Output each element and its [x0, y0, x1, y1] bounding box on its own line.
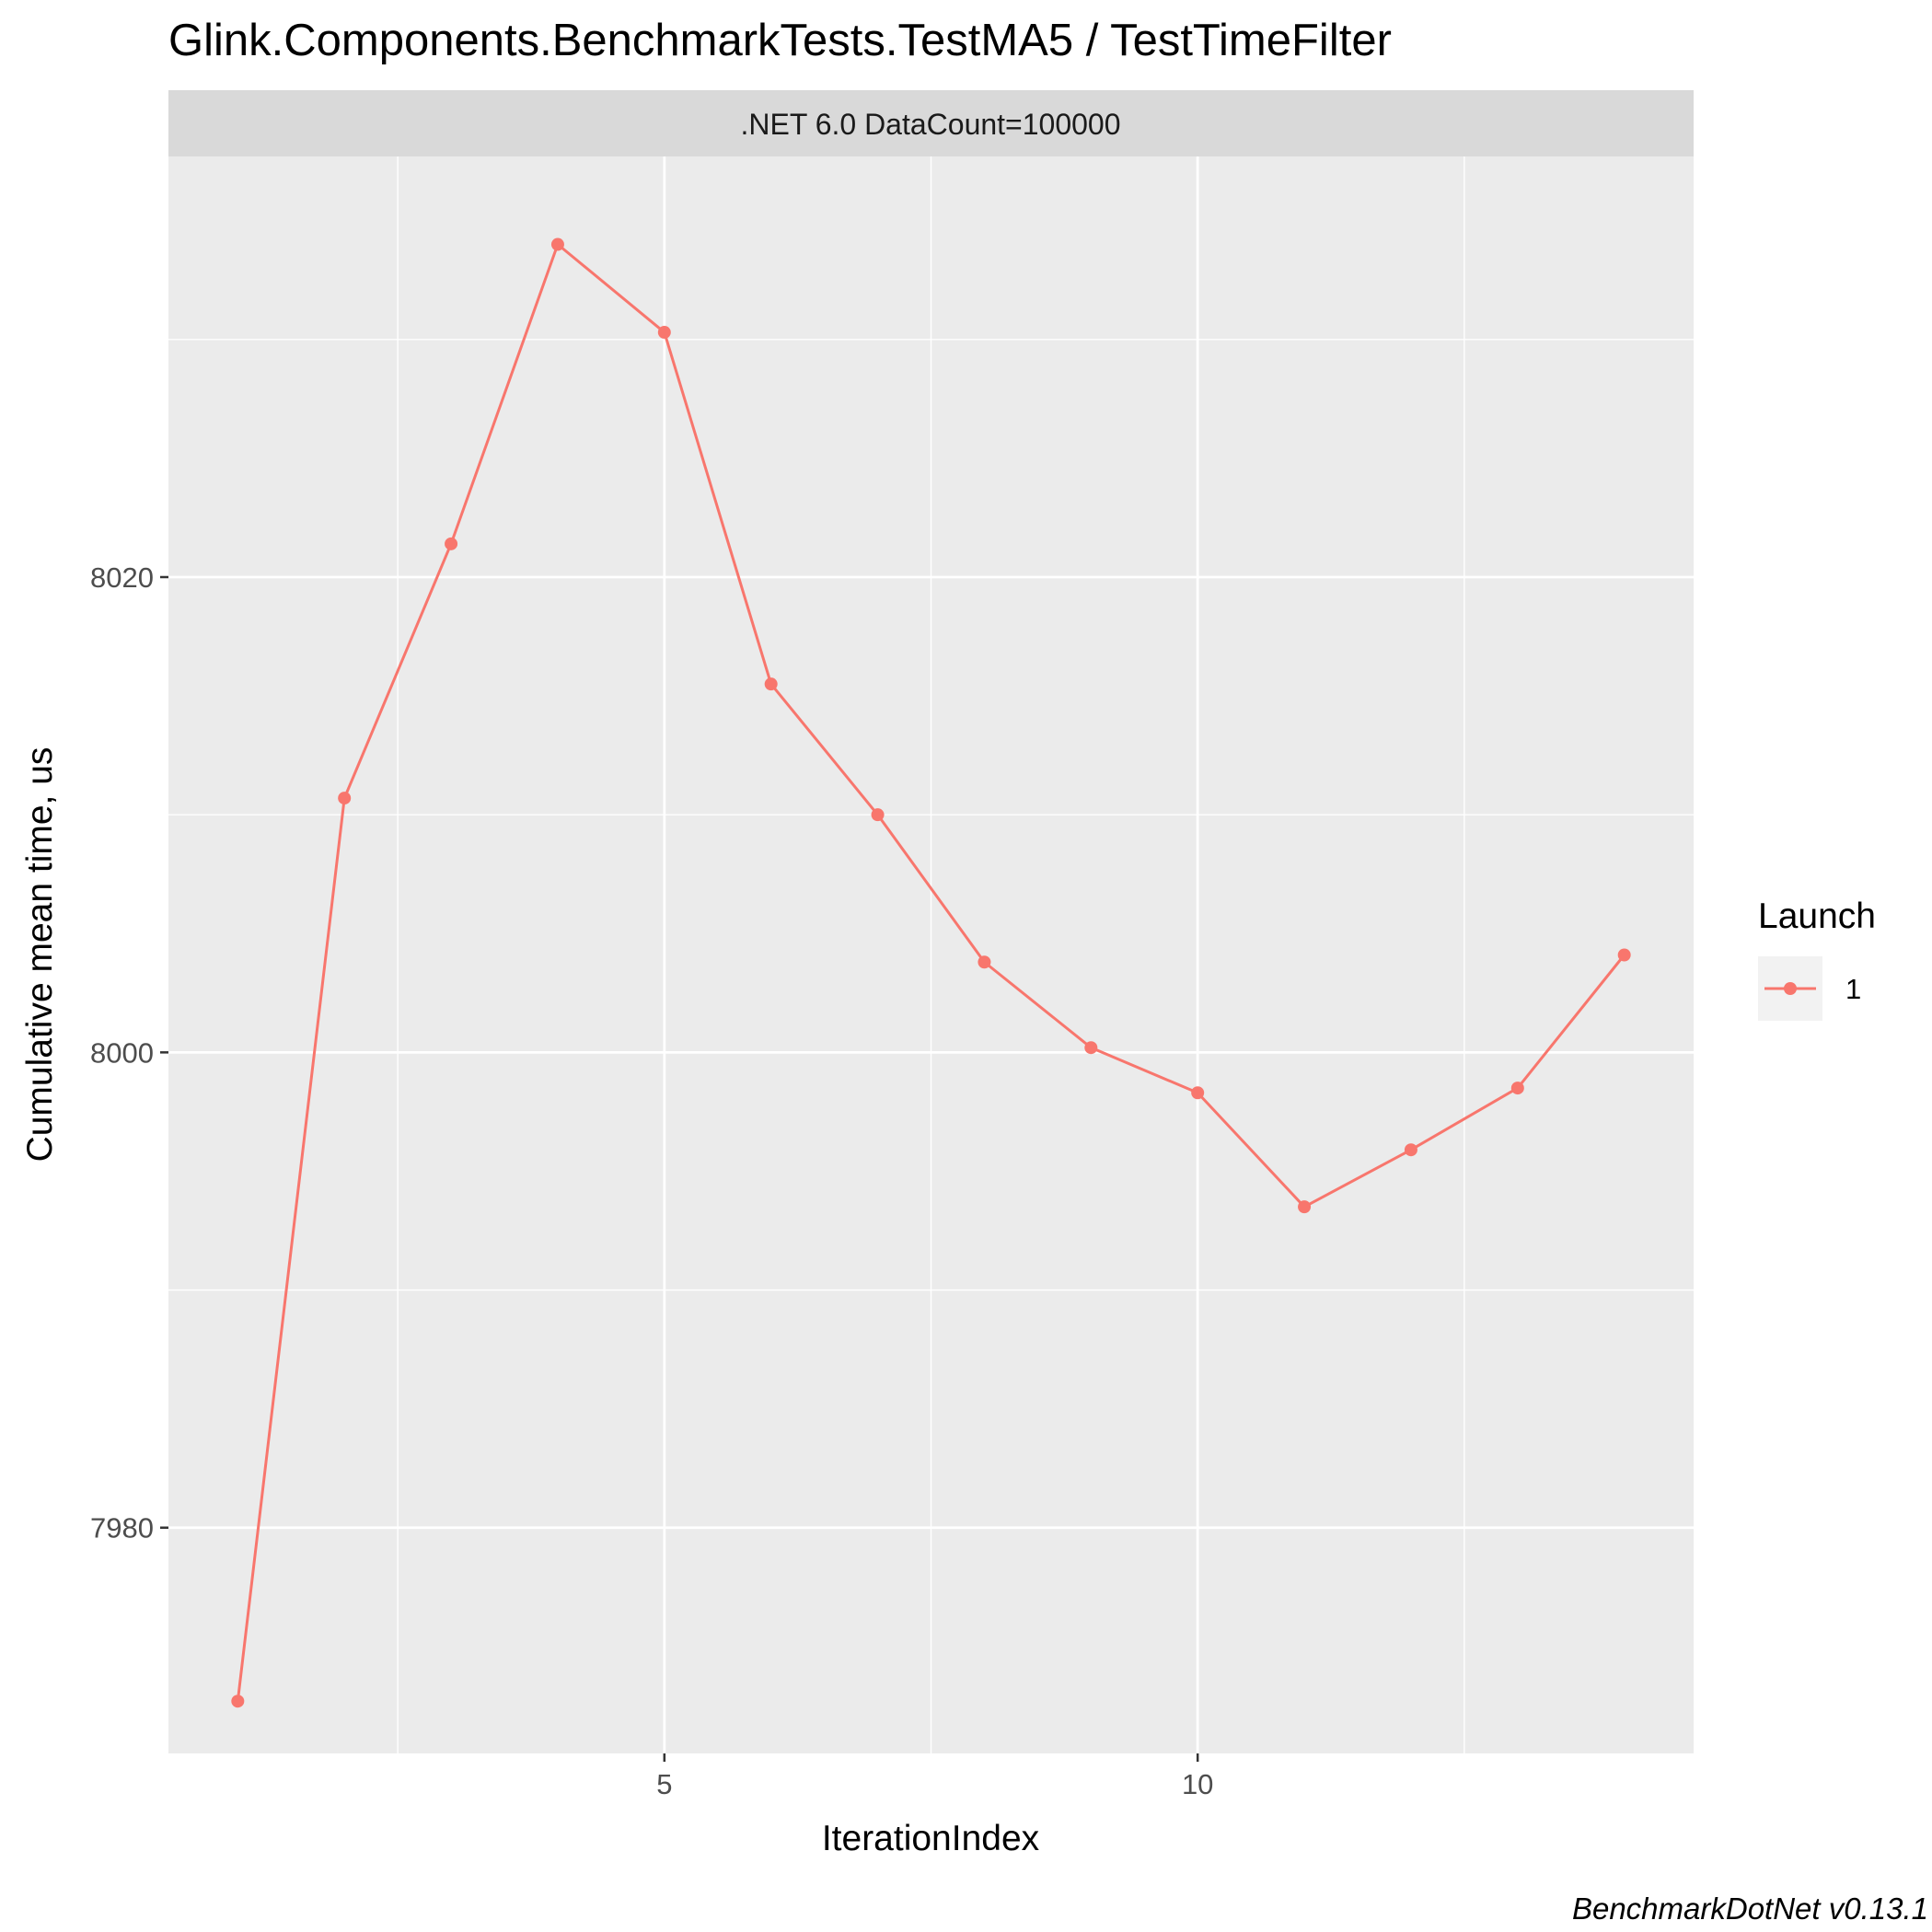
data-point — [338, 792, 352, 805]
y-tick-label: 7980 — [90, 1512, 154, 1544]
y-axis-title: Cumulative mean time, us — [20, 747, 60, 1163]
tick-labels: 5 10 7980 8000 8020 — [90, 561, 1213, 1800]
legend-title: Launch — [1758, 897, 1876, 936]
data-point — [871, 808, 885, 822]
caption: BenchmarkDotNet v0.13.1 — [1572, 1892, 1928, 1926]
facet-strip — [168, 90, 1694, 156]
data-point — [1510, 1082, 1524, 1095]
legend-label: 1 — [1845, 973, 1861, 1005]
series-layer — [231, 237, 1631, 1708]
data-point — [231, 1695, 245, 1708]
facet-label: .NET 6.0 DataCount=100000 — [740, 108, 1120, 141]
chart-title: Glink.Components.BenchmarkTests.TestMA5 … — [168, 16, 1392, 65]
y-tick-label: 8020 — [90, 561, 154, 594]
x-tick-label: 5 — [656, 1768, 672, 1800]
data-point — [1191, 1086, 1205, 1100]
data-point — [1617, 948, 1631, 962]
data-point — [445, 537, 458, 550]
data-point — [657, 326, 671, 340]
data-point — [1298, 1200, 1312, 1214]
data-point — [764, 677, 778, 691]
x-axis-title: IterationIndex — [822, 1819, 1040, 1858]
data-point — [1404, 1143, 1417, 1157]
legend-key-point — [1784, 982, 1797, 995]
major-grid — [168, 156, 1694, 1753]
data-point — [550, 237, 564, 251]
minor-grid — [168, 156, 1694, 1753]
y-tick-label: 8000 — [90, 1036, 154, 1069]
x-tick-label: 10 — [1182, 1768, 1213, 1800]
data-point — [1084, 1041, 1098, 1055]
axis-ticks — [160, 575, 1199, 1762]
legend: Launch 1 — [1758, 897, 1876, 1021]
data-point — [978, 955, 991, 969]
series-line — [236, 243, 1625, 1702]
